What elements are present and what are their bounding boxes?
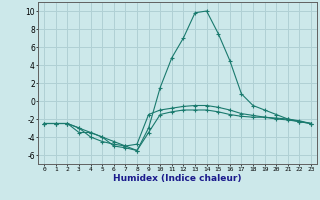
X-axis label: Humidex (Indice chaleur): Humidex (Indice chaleur) (113, 174, 242, 183)
